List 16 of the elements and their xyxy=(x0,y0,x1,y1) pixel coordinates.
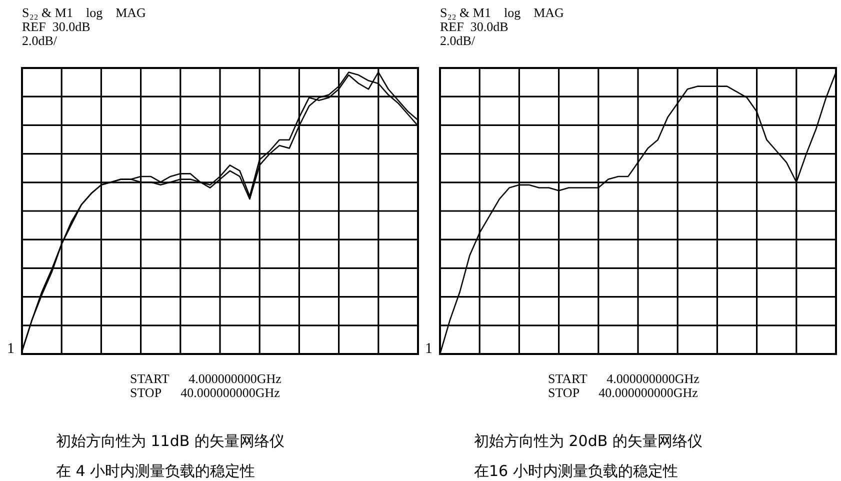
text: 2.0dB/ xyxy=(22,33,58,48)
text: START 4.000000000GHz xyxy=(130,371,282,386)
text: 初始方向性为 20dB 的矢量网络仪 xyxy=(474,431,702,452)
text: 在 4 小时内测量负载的稳定性 xyxy=(56,461,256,481)
chart-title: S₂₂ & M1 log MAG xyxy=(22,5,146,20)
text: STOP 40.000000000GHz xyxy=(130,385,281,400)
text: 初始方向性为 11dB 的矢量网络仪 xyxy=(56,431,284,452)
text: 在16 小时内测量负载的稳定性 xyxy=(474,461,679,481)
text: 1 xyxy=(425,341,432,357)
text: START 4.000000000GHz xyxy=(548,371,700,386)
text: 2.0dB/ xyxy=(440,33,476,48)
text: REF 30.0dB xyxy=(440,19,508,34)
text: REF 30.0dB xyxy=(22,19,90,34)
text: 1 xyxy=(7,341,14,357)
text: STOP 40.000000000GHz xyxy=(548,385,699,400)
chart-title: S₂₂ & M1 log MAG xyxy=(440,5,564,20)
